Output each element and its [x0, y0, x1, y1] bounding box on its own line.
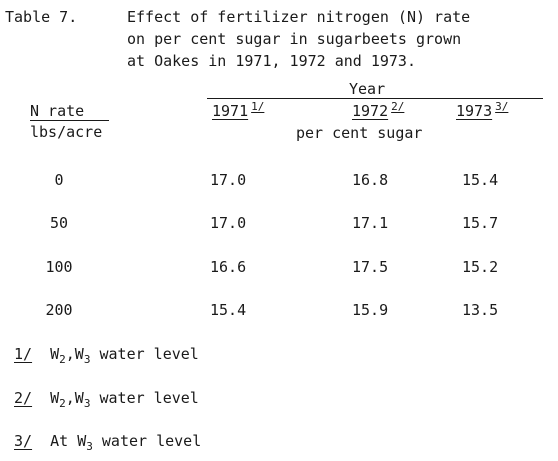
table-row: 100 16.6 17.5 15.2 [0, 258, 558, 276]
n-rate-cell: 50 [49, 214, 69, 232]
footnote-mark: 1/ [14, 345, 33, 363]
footnote-text-part: W [77, 432, 87, 450]
table-caption-label: Table 7. [5, 8, 78, 26]
sugar-value-cell: 16.6 [210, 258, 247, 276]
footnote-text-suffix: water level [92, 432, 202, 450]
n-rate-cell: 200 [45, 301, 73, 319]
n-rate-header-rule [30, 120, 109, 121]
column-header-label: 1971 [212, 102, 249, 120]
sugar-value-cell: 15.7 [462, 214, 499, 232]
column-header-1972: 1972 2/ [352, 100, 405, 122]
footnote-text-suffix: water level [90, 345, 199, 363]
column-header-1971: 1971 1/ [212, 100, 265, 122]
n-rate-cell: 100 [45, 258, 73, 276]
sugar-value-cell: 17.0 [210, 171, 247, 189]
footnote-text-prefix: At [50, 432, 78, 450]
footnote-text-part: ,W [65, 389, 84, 407]
sugar-value-cell: 15.4 [210, 301, 247, 319]
year-header-rule [207, 98, 543, 99]
sugar-value-cell: 16.8 [352, 171, 389, 189]
column-header-label: 1973 [456, 102, 493, 120]
column-header-label: 1972 [352, 102, 389, 120]
n-rate-units: lbs/acre [30, 123, 103, 141]
table-row: 0 17.0 16.8 15.4 [0, 171, 558, 189]
sugar-value-cell: 15.4 [462, 171, 499, 189]
footnote-mark: 2/ [14, 389, 33, 407]
footnote-text-part: W [50, 389, 60, 407]
footnote-2: 2/ W2,W3 water level [14, 389, 199, 410]
footnote-subscript: 2 [59, 353, 66, 366]
sugar-value-cell: 13.5 [462, 301, 499, 319]
table-row: 50 17.0 17.1 15.7 [0, 214, 558, 232]
footnote-subscript: 2 [59, 397, 66, 410]
sugar-value-cell: 17.1 [352, 214, 389, 232]
year-header: Year [349, 80, 386, 98]
n-rate-cell: 0 [54, 171, 64, 189]
footnote-subscript: 3 [83, 353, 91, 366]
footnote-3: 3/ At W3 water level [14, 432, 202, 453]
column-header-note: 1/ [251, 100, 265, 113]
footnote-text-suffix: water level [90, 389, 199, 407]
footnote-1: 1/ W2,W3 water level [14, 345, 199, 366]
footnote-text-part: ,W [65, 345, 84, 363]
table-row: 200 15.4 15.9 13.5 [0, 301, 558, 319]
footnote-subscript: 3 [83, 397, 91, 410]
footnote-subscript: 3 [86, 440, 93, 453]
footnote-mark: 3/ [14, 432, 33, 450]
sugar-value-cell: 17.0 [210, 214, 247, 232]
table-caption-line: at Oakes in 1971, 1972 and 1973. [127, 52, 416, 70]
table-caption-line: on per cent sugar in sugarbeets grown [127, 30, 462, 48]
footnote-text-part: W [50, 345, 60, 363]
column-header-note: 2/ [391, 100, 405, 113]
n-rate-header: N rate [30, 102, 85, 120]
sugar-value-cell: 15.9 [352, 301, 389, 319]
column-header-note: 3/ [495, 100, 509, 113]
sugar-value-cell: 17.5 [352, 258, 389, 276]
table-caption-line: Effect of fertilizer nitrogen (N) rate [127, 8, 471, 26]
sugar-value-cell: 15.2 [462, 258, 499, 276]
table-subheader: per cent sugar [296, 124, 423, 142]
column-header-1973: 1973 3/ [456, 100, 509, 122]
